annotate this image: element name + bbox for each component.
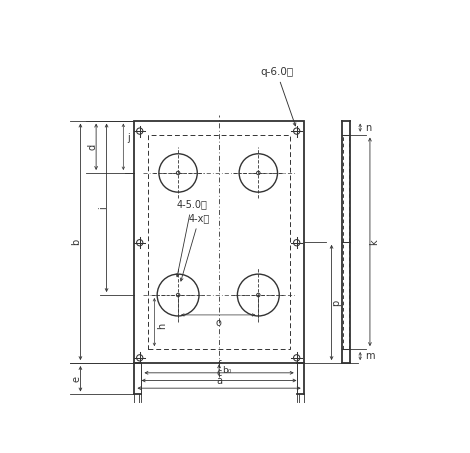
Bar: [149, 135, 290, 349]
Text: k: k: [369, 239, 379, 245]
Text: c: c: [216, 368, 222, 378]
Text: q-6.0穴: q-6.0穴: [260, 67, 296, 126]
Text: d: d: [87, 144, 98, 150]
Text: j: j: [127, 133, 130, 143]
Text: 4-x穴: 4-x穴: [180, 213, 210, 281]
Text: i: i: [98, 207, 108, 209]
Text: p: p: [331, 299, 341, 306]
Text: m: m: [365, 351, 374, 361]
Text: 4-5.0穴: 4-5.0穴: [176, 199, 207, 277]
Text: a: a: [216, 376, 222, 386]
Text: b: b: [71, 239, 81, 245]
Text: e: e: [71, 376, 81, 382]
Text: f: f: [218, 361, 221, 371]
Bar: [134, 120, 304, 363]
Text: n: n: [365, 123, 371, 133]
Text: o: o: [215, 318, 221, 328]
Text: b₀: b₀: [223, 366, 232, 375]
Text: h: h: [157, 323, 167, 329]
